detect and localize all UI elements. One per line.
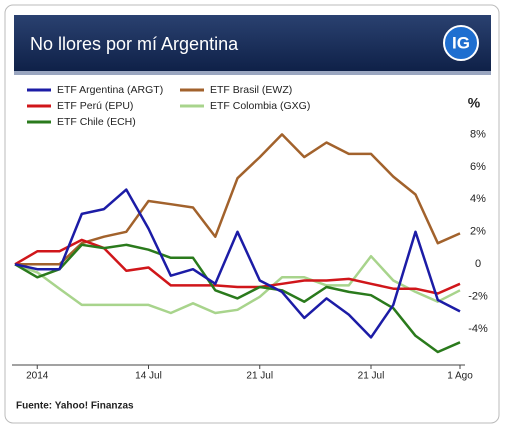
y-axis-label: %	[468, 95, 481, 111]
x-tick-label: 2014	[26, 371, 49, 382]
y-tick-label: -2%	[468, 291, 488, 303]
y-tick-label: 0	[475, 258, 481, 270]
y-tick-label: 8%	[470, 128, 486, 140]
legend-label: ETF Brasil (EWZ)	[210, 84, 292, 96]
series-line	[14, 188, 461, 339]
y-tick-label: 4%	[470, 193, 486, 205]
x-tick-label: 14 Jul	[135, 371, 162, 382]
legend-label: ETF Colombia (GXG)	[210, 100, 310, 112]
series-line	[14, 254, 461, 315]
legend-label: ETF Chile (ECH)	[57, 116, 136, 128]
logo	[443, 25, 479, 61]
series-line	[15, 133, 461, 266]
header-rule	[14, 71, 491, 75]
legend-label: ETF Perú (EPU)	[57, 100, 133, 112]
series-line	[14, 238, 461, 295]
y-tick-label: 2%	[470, 226, 486, 238]
y-tick-label: 6%	[470, 161, 486, 173]
logo-text: IG	[452, 33, 470, 52]
series-line	[14, 243, 461, 354]
y-tick-label: -4%	[468, 323, 488, 335]
chart-title: No llores por mí Argentina	[30, 34, 239, 54]
frame	[4, 4, 500, 424]
legend-label: ETF Argentina (ARGT)	[57, 84, 163, 96]
x-tick-label: 21 Jul	[358, 371, 385, 382]
source: Fuente: Yahoo! Finanzas	[16, 401, 134, 412]
x-tick-label: 1 Ago	[447, 371, 473, 382]
header	[14, 15, 491, 71]
x-tick-label: 21 Jul	[246, 371, 273, 382]
